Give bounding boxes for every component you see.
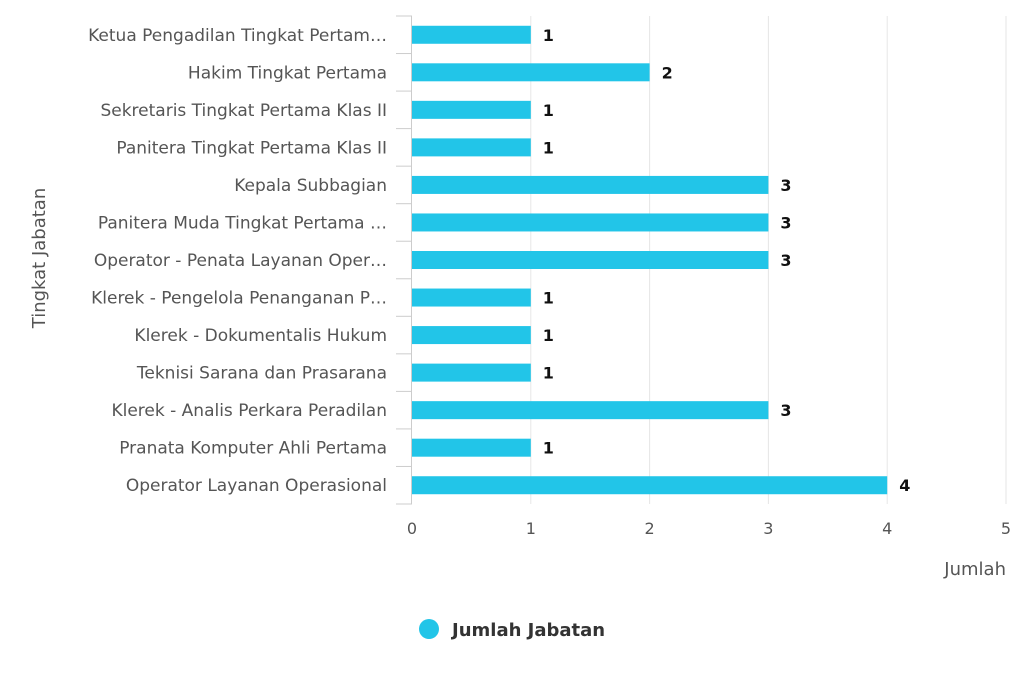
category-label: Kepala Subbagian — [234, 176, 387, 196]
data-label: 3 — [780, 213, 791, 232]
data-label: 2 — [662, 63, 673, 82]
data-label: 1 — [543, 138, 554, 157]
data-label: 1 — [543, 364, 554, 383]
bar[interactable] — [412, 363, 531, 382]
category-label: Klerek - Dokumentalis Hukum — [134, 326, 387, 346]
x-tick-label: 4 — [882, 519, 892, 538]
category-label: Klerek - Pengelola Penanganan P… — [91, 289, 387, 309]
category-axis-labels: Ketua Pengadilan Tingkat Pertam… Hakim Ti… — [88, 26, 387, 496]
data-label: 3 — [780, 176, 791, 195]
category-label: Sekretaris Tingkat Pertama Klas II — [100, 101, 387, 121]
data-label: 3 — [780, 251, 791, 270]
data-label: 1 — [543, 439, 554, 458]
bar[interactable] — [412, 100, 531, 119]
x-tick-label: 0 — [407, 519, 417, 538]
legend-marker — [419, 619, 439, 639]
bar-series — [412, 25, 888, 495]
x-tick-label: 1 — [526, 519, 536, 538]
bar[interactable] — [412, 288, 531, 307]
category-label: Panitera Muda Tingkat Pertama … — [98, 213, 387, 233]
grid-lines — [396, 15, 1007, 505]
bar[interactable] — [412, 326, 531, 345]
legend[interactable]: Jumlah Jabatan — [419, 619, 605, 641]
category-label: Teknisi Sarana dan Prasarana — [136, 364, 387, 384]
category-label: Hakim Tingkat Pertama — [188, 63, 387, 83]
y-axis-title: Tingkat Jabatan — [29, 188, 50, 329]
data-labels: 1 2 1 1 3 3 3 1 1 1 3 1 4 — [543, 26, 911, 495]
category-label: Pranata Komputer Ahli Pertama — [119, 439, 387, 459]
bar[interactable] — [412, 138, 531, 157]
data-label: 1 — [543, 26, 554, 45]
bar[interactable] — [412, 438, 531, 457]
bar[interactable] — [412, 401, 769, 420]
bar[interactable] — [412, 63, 650, 82]
value-axis-ticks: 0 1 2 3 4 5 — [407, 519, 1011, 538]
category-label: Panitera Tingkat Pertama Klas II — [116, 138, 387, 158]
category-label: Klerek - Analis Perkara Peradilan — [111, 401, 387, 421]
x-axis-title: Jumlah — [943, 559, 1006, 580]
bar[interactable] — [412, 213, 769, 232]
x-tick-label: 5 — [1001, 519, 1011, 538]
x-tick-label: 3 — [763, 519, 773, 538]
bar[interactable] — [412, 251, 769, 269]
bar[interactable] — [412, 25, 531, 44]
category-label: Operator Layanan Operasional — [126, 476, 387, 496]
data-label: 4 — [899, 476, 910, 495]
bar[interactable] — [412, 175, 769, 194]
data-label: 1 — [543, 289, 554, 308]
data-label: 1 — [543, 326, 554, 345]
category-label: Ketua Pengadilan Tingkat Pertam… — [88, 26, 387, 46]
data-label: 1 — [543, 101, 554, 120]
bar[interactable] — [412, 476, 888, 495]
category-label: Operator - Penata Layanan Oper… — [94, 251, 387, 271]
data-label: 3 — [780, 401, 791, 420]
legend-label: Jumlah Jabatan — [450, 620, 605, 641]
x-tick-label: 2 — [645, 519, 655, 538]
